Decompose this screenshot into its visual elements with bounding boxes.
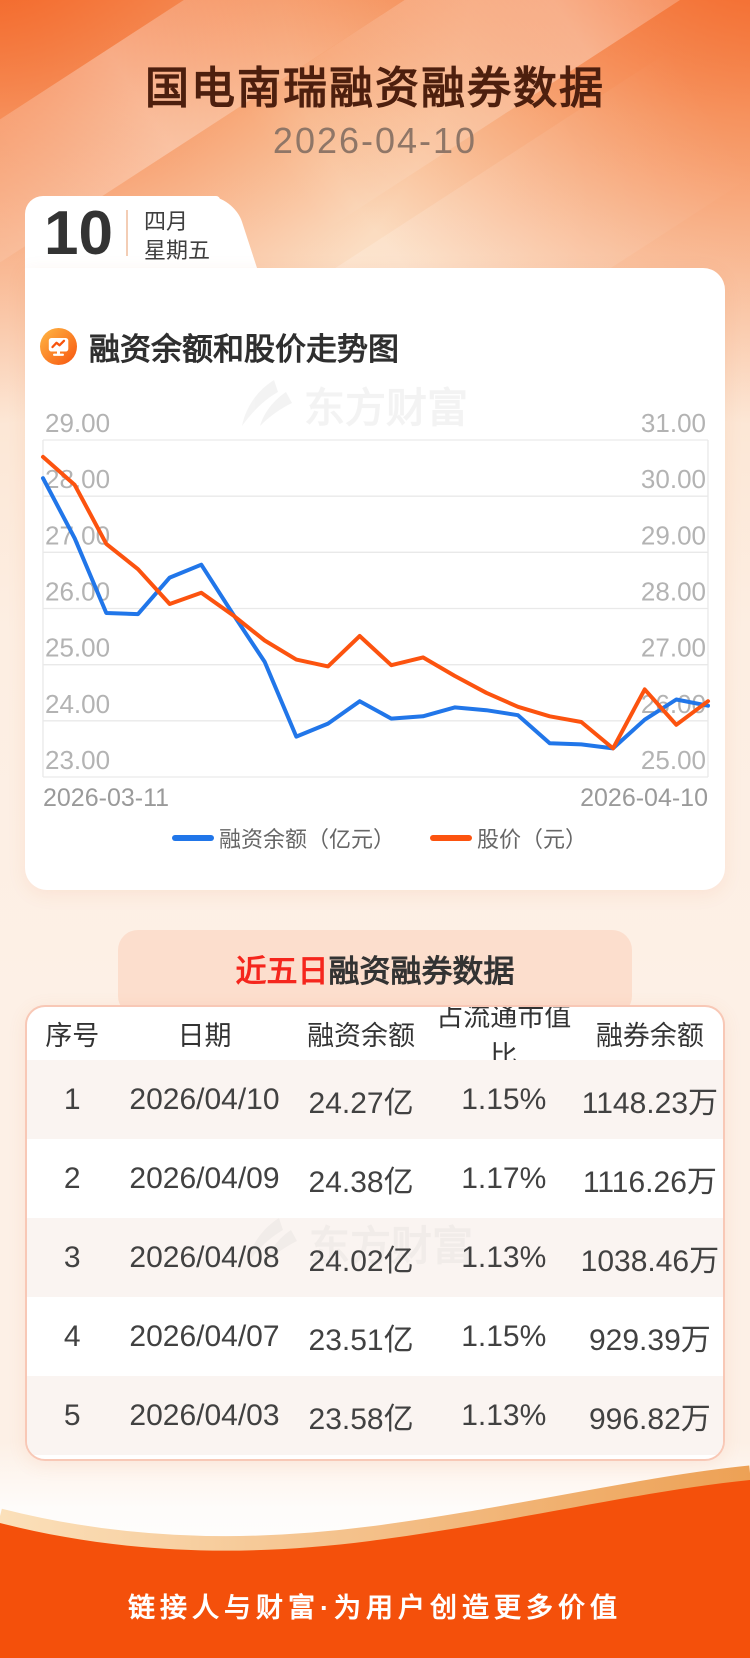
legend-label: 融资余额（亿元） — [219, 827, 395, 852]
table-cell: 1.15% — [461, 1319, 547, 1353]
table-cell: 2 — [63, 1161, 81, 1195]
chart-section-title: 融资余额和股价走势图 — [89, 332, 399, 367]
table-cell: 2026/04/07 — [129, 1319, 280, 1353]
table-cell: 24.27亿 — [308, 1086, 414, 1120]
svg-text:25.00: 25.00 — [45, 633, 110, 663]
table-row: 5 2026/04/03 23.58亿 1.13% 996.82万 — [27, 1376, 723, 1455]
calendar-month: 四月 — [144, 209, 189, 234]
svg-text:28.00: 28.00 — [641, 577, 706, 607]
svg-text:31.00: 31.00 — [641, 408, 706, 438]
chart-section-header: 融资余额和股价走势图 — [40, 324, 399, 369]
table-row: 4 2026/04/07 23.51亿 1.15% 929.39万 — [27, 1297, 723, 1376]
calendar-weekday: 星期五 — [144, 238, 211, 263]
page-title: 国电南瑞融资融券数据 — [145, 64, 605, 113]
svg-text:30.00: 30.00 — [641, 464, 706, 494]
report-date: 2026-04-10 — [272, 120, 478, 161]
trend-chart: 29.0028.0027.0026.0025.0024.0023.0031.00… — [41, 380, 710, 852]
table-cell: 1 — [63, 1082, 81, 1116]
table-cell: 2026/04/03 — [129, 1398, 280, 1432]
table-title-rest: 融资融券数据 — [328, 954, 515, 989]
wave-body — [0, 1480, 750, 1658]
footer-slogan: 链接人与财富·为用户创造更多价值 — [128, 1593, 622, 1623]
table-cell: 1116.26万 — [582, 1165, 717, 1199]
calendar-divider — [126, 210, 128, 256]
svg-text:25.00: 25.00 — [641, 745, 706, 775]
column-header: 融资余额 — [307, 1021, 416, 1051]
table-cell: 1038.46万 — [580, 1244, 720, 1278]
chart-monitor-icon — [40, 328, 77, 365]
table-row: 1 2026/04/10 24.27亿 1.15% 1148.23万 — [27, 1060, 723, 1139]
svg-text:23.00: 23.00 — [45, 745, 110, 775]
calendar-day: 10 — [44, 199, 113, 268]
calendar-month-weekday: 四月 星期五 — [144, 207, 210, 265]
column-header: 序号 — [45, 1021, 100, 1051]
table-cell: 5 — [63, 1398, 81, 1432]
table-cell: 1.17% — [461, 1161, 547, 1195]
table-header-row: 序号 日期 融资余额 占流通市值比 融券余额 — [27, 1007, 723, 1071]
table-cell: 2026/04/09 — [129, 1161, 280, 1195]
table-title-badge: 近五日融资融券数据 — [118, 930, 632, 1016]
svg-text:29.00: 29.00 — [45, 408, 110, 438]
column-header: 融券余额 — [595, 1021, 704, 1051]
table-cell: 4 — [63, 1319, 81, 1353]
table-watermark — [247, 1218, 473, 1269]
table-cell: 24.38亿 — [308, 1165, 414, 1199]
table-cell: 929.39万 — [589, 1323, 711, 1357]
table-row: 2 2026/04/09 24.38亿 1.17% 1116.26万 — [27, 1139, 723, 1218]
column-header: 占流通市值比 — [436, 1005, 572, 1071]
table-cell: 3 — [63, 1240, 81, 1274]
series-right — [41, 454, 710, 751]
wave-highlight — [0, 1465, 750, 1552]
svg-text:27.00: 27.00 — [641, 633, 706, 663]
series-left — [41, 476, 710, 751]
legend-label: 股价（元） — [477, 827, 587, 852]
footer-wave — [0, 1465, 750, 1658]
table-cell: 1.15% — [461, 1082, 547, 1116]
table-cell: 996.82万 — [589, 1402, 711, 1436]
table-cell: 23.51亿 — [308, 1323, 414, 1357]
table-cell: 2026/04/10 — [129, 1082, 280, 1116]
chart-card: 融资余额和股价走势图 29.00 28.00 27.00 26.00 25.00 24.0… — [25, 268, 725, 890]
table-cell: 1.13% — [461, 1398, 547, 1432]
svg-text:2026-03-11: 2026-03-11 — [43, 784, 169, 812]
column-header: 日期 — [177, 1021, 232, 1051]
svg-text:29.00: 29.00 — [641, 520, 706, 550]
table-cell: 1.13% — [461, 1240, 547, 1274]
table-cell: 23.58亿 — [308, 1402, 414, 1436]
svg-text:24.00: 24.00 — [45, 689, 110, 719]
table-cell: 1148.23万 — [581, 1086, 718, 1120]
table-title-highlight: 近五日 — [235, 954, 329, 989]
svg-text:2026-04-10: 2026-04-10 — [580, 784, 708, 812]
